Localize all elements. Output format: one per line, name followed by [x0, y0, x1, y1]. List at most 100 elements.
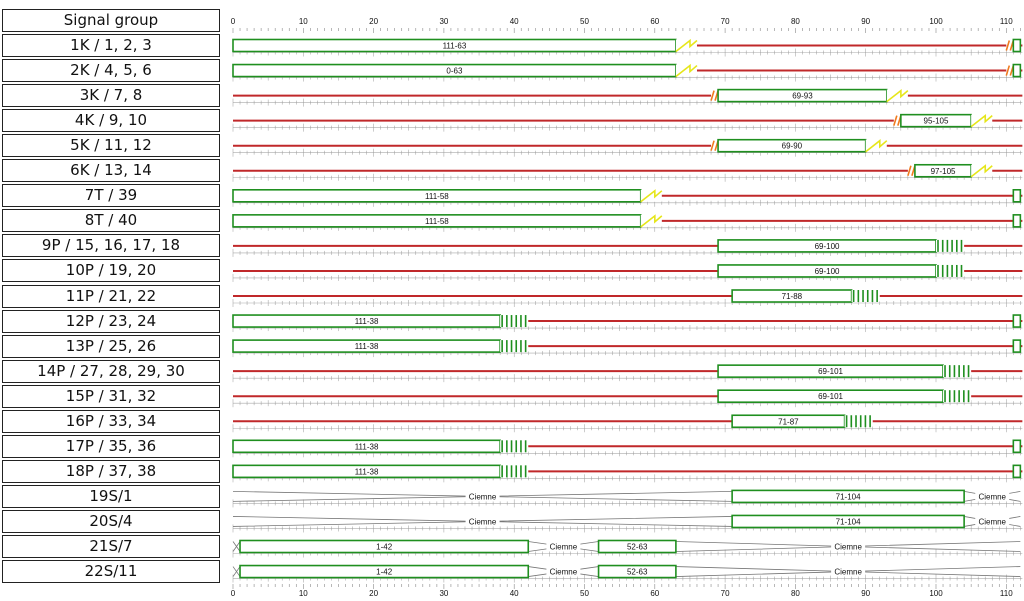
bottom-axis-tick-label: 100: [929, 589, 943, 598]
amber-phase: [640, 214, 663, 228]
signal-group-label: 1K / 1, 2, 3: [2, 34, 220, 57]
flash-bg: [943, 365, 972, 378]
amber-bg: [640, 214, 662, 227]
signal-group-label: 14P / 27, 28, 29, 30: [2, 359, 220, 383]
green-phase: [1012, 189, 1022, 203]
bottom-axis-tick-label: 90: [861, 589, 870, 598]
red-amber-bg: [907, 165, 915, 176]
top-axis-tick-label: 60: [650, 17, 659, 26]
signal-group-label: 9P / 15, 16, 17, 18: [2, 234, 220, 258]
green-phase-label: 69-100: [815, 242, 840, 251]
flash-bg: [500, 315, 529, 328]
red-amber-bg: [711, 140, 719, 151]
amber-bg: [886, 89, 908, 102]
signal-group-label: 18P / 37, 38: [2, 459, 220, 483]
bottom-axis-tick-label: 30: [439, 589, 448, 598]
green-phase-label: 69-93: [792, 92, 813, 101]
flash-bg: [500, 340, 529, 353]
flash-bg: [936, 264, 965, 277]
bottom-axis-tick-label: 80: [791, 589, 800, 598]
amber-phase: [675, 63, 698, 78]
dark-label-bg: [465, 491, 500, 502]
flash-bg: [500, 440, 529, 453]
amber-phase: [675, 38, 698, 53]
green-phase-label: 111-38: [355, 467, 379, 476]
green-phase-label: 71-87: [778, 417, 799, 426]
bottom-axis-tick-label: 10: [299, 589, 308, 598]
signal-group-label: 21S/7: [2, 535, 220, 558]
signal-group-label: 20S/4: [2, 509, 220, 533]
flash-bg: [844, 415, 873, 428]
signal-group-label: 17P / 35, 36: [2, 434, 220, 458]
dark-label: Ciemne: [469, 517, 497, 526]
amber-bg: [971, 164, 993, 177]
bottom-axis-tick-label: 60: [650, 589, 659, 598]
green-phase: [914, 163, 972, 178]
signal-group-header: Signal group: [2, 9, 220, 32]
green-phase: [597, 539, 677, 554]
signal-group-label: 13P / 25, 26: [2, 334, 220, 358]
red-amber-bg: [893, 115, 901, 126]
signal-group-label: 15P / 31, 32: [2, 384, 220, 408]
dark-label-bg: [831, 566, 866, 577]
signal-group-label: 5K / 11, 12: [2, 134, 220, 158]
red-amber-bg: [711, 90, 719, 101]
flash-bg: [936, 239, 965, 252]
amber-phase: [970, 114, 993, 128]
green-phase-label: 69-101: [818, 392, 843, 401]
dark-period: [232, 566, 241, 577]
top-axis-tick-label: 30: [439, 17, 448, 26]
top-axis-tick-label: 110: [1000, 17, 1013, 26]
dark-label: Ciemne: [978, 517, 1006, 526]
bottom-axis-tick-label: 20: [369, 589, 378, 598]
green-phase: [1012, 38, 1022, 53]
amber-phase: [886, 88, 909, 103]
bottom-axis-tick-label: 110: [1000, 589, 1013, 598]
flash-bg: [851, 290, 880, 302]
green-phase-label: 1-42: [376, 568, 393, 577]
green-phase-label: 111-58: [425, 217, 449, 226]
dark-label-bg: [465, 516, 500, 527]
amber-phase: [970, 164, 993, 178]
signal-group-label: 11P / 21, 22: [2, 284, 220, 308]
green-phase-label: 111-38: [355, 342, 379, 351]
dark-label: Ciemne: [550, 543, 578, 552]
red-amber-bg: [1006, 65, 1014, 76]
green-phase-label: 111-38: [355, 442, 379, 451]
green-phase-label: 52-63: [627, 568, 648, 577]
green-phase-label: 71-104: [836, 492, 861, 501]
top-axis-tick-label: 50: [580, 17, 589, 26]
bottom-axis-tick-label: 0: [231, 589, 236, 598]
dark-label: Ciemne: [469, 492, 497, 501]
green-phase-label: 97-105: [931, 167, 956, 176]
green-phase-label: 111-63: [443, 42, 467, 51]
green-phase: [239, 539, 530, 554]
bottom-axis-tick-label: 50: [580, 589, 589, 598]
dark-label: Ciemne: [834, 543, 862, 552]
signal-group-label: 10P / 19, 20: [2, 259, 220, 283]
amber-bg: [971, 114, 993, 127]
green-phase: [1012, 63, 1022, 78]
green-phase: [1012, 464, 1022, 479]
dark-label-bg: [546, 566, 581, 577]
green-phase-label: 69-101: [818, 367, 843, 376]
green-phase: [900, 113, 972, 128]
signal-group-label: 2K / 4, 5, 6: [2, 59, 220, 83]
green-phase: [731, 489, 965, 504]
amber-bg: [640, 189, 662, 202]
top-axis-tick-label: 10: [299, 17, 308, 26]
dark-label: Ciemne: [834, 568, 862, 577]
green-phase-label: 69-100: [815, 267, 840, 276]
top-axis-tick-label: 0: [231, 17, 236, 26]
top-axis-tick-label: 90: [861, 17, 870, 26]
bottom-axis-tick-label: 40: [510, 589, 519, 598]
green-phase-label: 71-88: [782, 292, 803, 301]
green-phase: [1012, 214, 1022, 228]
amber-bg: [675, 39, 697, 52]
green-phase-label: 1-42: [376, 543, 393, 552]
top-axis-tick-label: 70: [721, 17, 730, 26]
green-phase-label: 95-105: [924, 117, 949, 126]
signal-group-label: 6K / 13, 14: [2, 159, 220, 183]
top-axis-tick-label: 40: [510, 17, 519, 26]
